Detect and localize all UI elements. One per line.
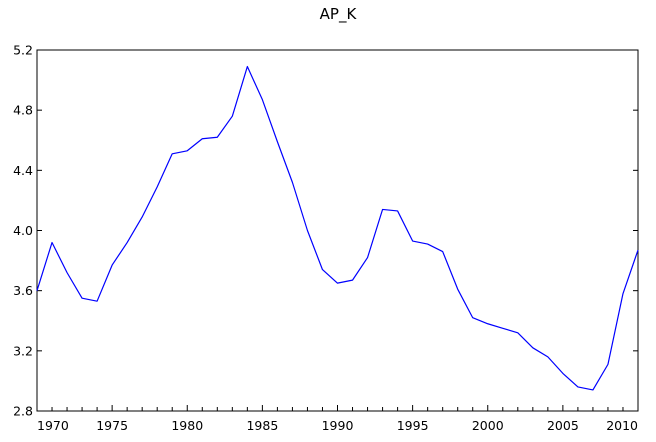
y-tick-label: 4.8	[13, 103, 33, 118]
x-tick-label: 2005	[547, 418, 579, 433]
y-tick-label: 2.8	[13, 404, 33, 419]
x-axis: 1970 1975 1980 1985 1990 1995 2000 2005 2010	[36, 405, 639, 433]
x-tick-label: 2010	[606, 418, 638, 433]
series-layer	[36, 65, 639, 391]
x-tick-label: 1975	[96, 418, 128, 433]
y-tick-label: 3.6	[13, 283, 33, 298]
y-tick-label: 4.4	[13, 163, 33, 178]
y-axis: 2.8 3.2 3.6 4.0 4.4 4.8 5.2	[13, 43, 638, 419]
x-tick-label: 1970	[37, 418, 69, 433]
x-tick-label: 1985	[246, 418, 278, 433]
series-line-1	[36, 65, 639, 391]
x-tick-label: 1980	[171, 418, 203, 433]
x-tick-label: 2000	[472, 418, 504, 433]
y-tick-label: 5.2	[13, 43, 33, 58]
x-tick-label: 1995	[397, 418, 429, 433]
y-tick-label: 3.2	[13, 343, 33, 358]
x-tick-label: 1990	[322, 418, 354, 433]
y-tick-label: 4.0	[13, 223, 33, 238]
chart-title: AP_K	[320, 5, 358, 24]
